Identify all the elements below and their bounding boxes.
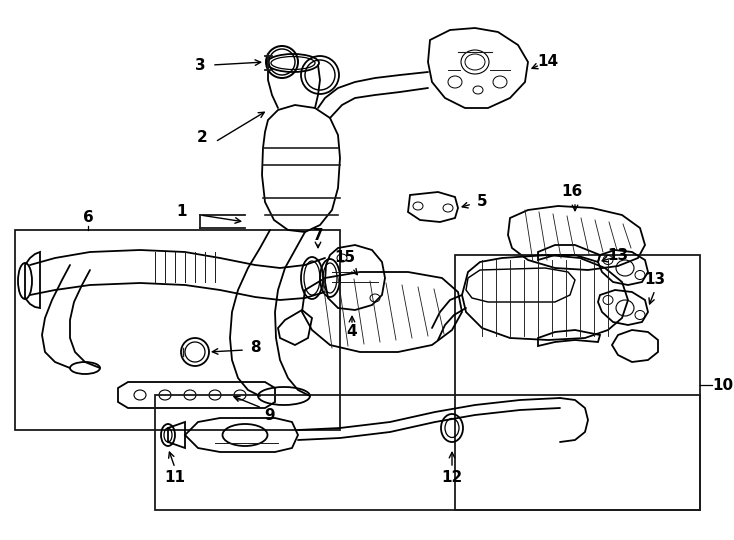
Bar [15, 230, 340, 430]
Text: 15: 15 [335, 251, 355, 266]
Text: 13: 13 [608, 247, 628, 262]
Text: 14: 14 [537, 55, 559, 70]
Text: 16: 16 [562, 185, 583, 199]
Text: 11: 11 [164, 470, 186, 485]
Text: 3: 3 [195, 57, 206, 72]
Text: 9: 9 [265, 408, 275, 422]
Bar [455, 255, 700, 510]
Text: 10: 10 [712, 377, 733, 393]
Text: 12: 12 [441, 470, 462, 485]
Text: 4: 4 [346, 325, 357, 340]
Text: 8: 8 [250, 341, 261, 355]
Text: 13: 13 [644, 273, 666, 287]
Text: 6: 6 [83, 211, 93, 226]
Text: 7: 7 [313, 227, 323, 242]
Text: 2: 2 [197, 131, 208, 145]
Bar [155, 395, 700, 510]
Text: 1: 1 [177, 205, 187, 219]
Text: 5: 5 [476, 194, 487, 210]
